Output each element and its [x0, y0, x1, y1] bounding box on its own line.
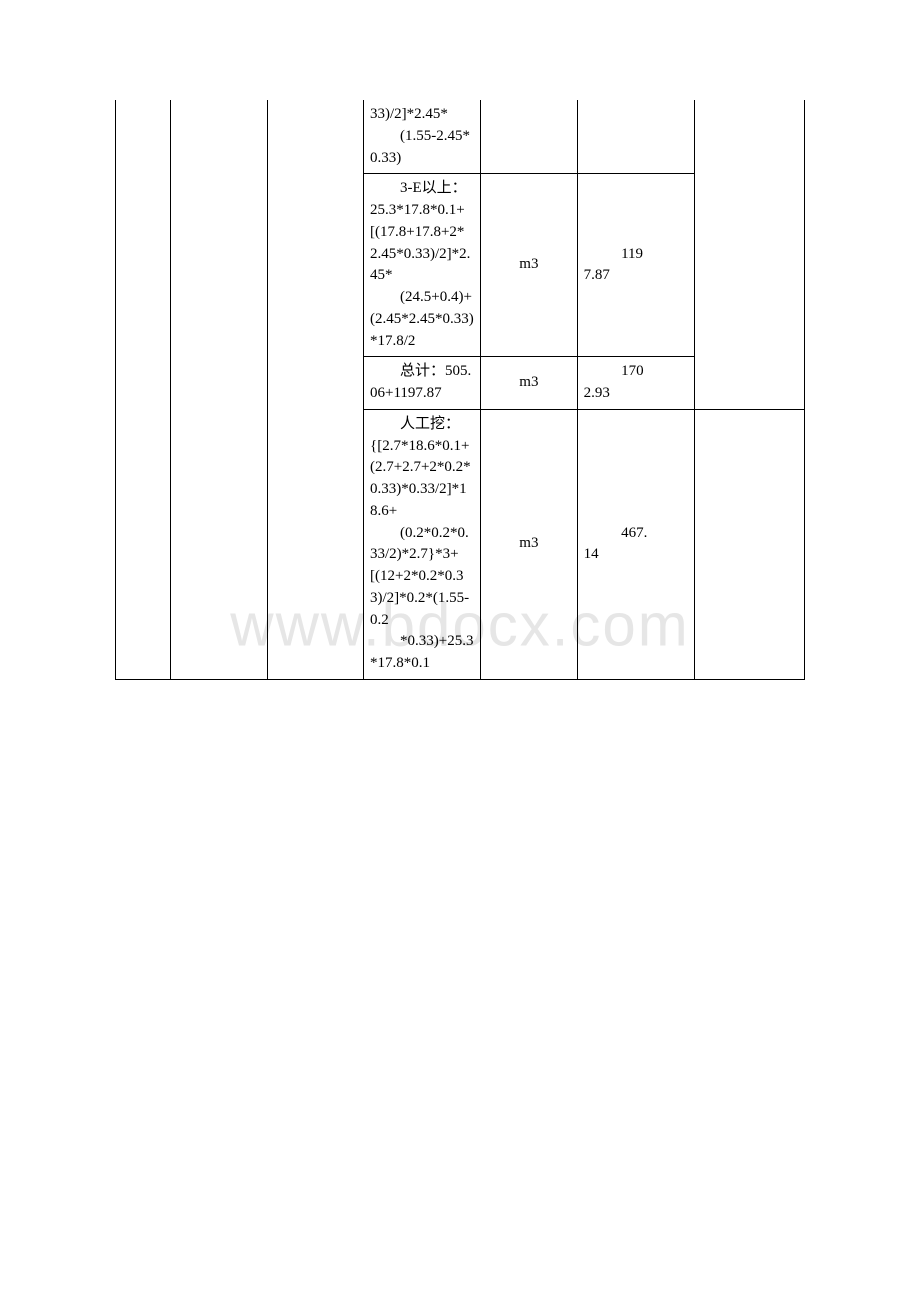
cell-formula-1: 3-E以上：25.3*17.8*0.1+[(17.8+17.8+2*2.45*0… [364, 174, 481, 357]
value-line2: 2.93 [584, 383, 688, 405]
value-line1: 119 [584, 244, 688, 266]
table-row: 33)/2]*2.45* (1.55-2.45*0.33) [116, 100, 805, 174]
value-line1: 467. [584, 523, 688, 545]
value-line2: 14 [584, 544, 688, 566]
formula-text: (0.2*0.2*0.33/2)*2.7}*3+[(12+2*0.2*0.33)… [370, 523, 474, 632]
cell-value-3: 467. 14 [577, 409, 694, 679]
formula-text: 人工挖：{[2.7*18.6*0.1+(2.7+2.7+2*0.2*0.33)*… [370, 414, 474, 523]
cell-value-2: 170 2.93 [577, 357, 694, 410]
cell-unit-2: m3 [481, 357, 577, 410]
cell-formula-2: 总计：505.06+1197.87 [364, 357, 481, 410]
formula-text: 33)/2]*2.45* [370, 104, 474, 126]
formula-text: *0.33)+25.3*17.8*0.1 [370, 631, 474, 675]
cell-unit-1: m3 [481, 174, 577, 357]
cell-col7 [694, 100, 804, 409]
cell-formula-0: 33)/2]*2.45* (1.55-2.45*0.33) [364, 100, 481, 174]
value-line2: 7.87 [584, 265, 688, 287]
calculation-table: 33)/2]*2.45* (1.55-2.45*0.33) 3-E以上：25.3… [115, 100, 805, 680]
cell-col2 [171, 100, 267, 679]
table-container: 33)/2]*2.45* (1.55-2.45*0.33) 3-E以上：25.3… [115, 100, 805, 680]
formula-text: (24.5+0.4)+(2.45*2.45*0.33)*17.8/2 [370, 287, 474, 352]
formula-text: (1.55-2.45*0.33) [370, 126, 474, 170]
cell-unit-3: m3 [481, 409, 577, 679]
cell-unit-0 [481, 100, 577, 174]
cell-col1 [116, 100, 171, 679]
cell-col3 [267, 100, 363, 679]
cell-col7-last [694, 409, 804, 679]
cell-formula-3: 人工挖：{[2.7*18.6*0.1+(2.7+2.7+2*0.2*0.33)*… [364, 409, 481, 679]
cell-value-1: 119 7.87 [577, 174, 694, 357]
formula-text: 总计：505.06+1197.87 [370, 361, 474, 405]
cell-value-0 [577, 100, 694, 174]
value-line1: 170 [584, 361, 688, 383]
formula-text: 3-E以上：25.3*17.8*0.1+[(17.8+17.8+2*2.45*0… [370, 178, 474, 287]
